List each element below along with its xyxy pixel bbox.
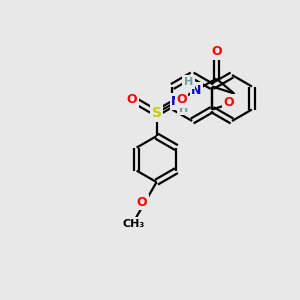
- Text: O: O: [224, 96, 234, 109]
- Text: O: O: [176, 93, 187, 106]
- Text: O: O: [126, 93, 137, 106]
- Text: O: O: [211, 45, 222, 58]
- Text: N: N: [191, 84, 202, 97]
- Text: N: N: [171, 95, 182, 108]
- Text: O: O: [137, 196, 147, 208]
- Text: S: S: [152, 106, 162, 120]
- Text: CH₃: CH₃: [122, 219, 145, 229]
- Text: H: H: [179, 103, 188, 114]
- Text: H: H: [184, 77, 193, 87]
